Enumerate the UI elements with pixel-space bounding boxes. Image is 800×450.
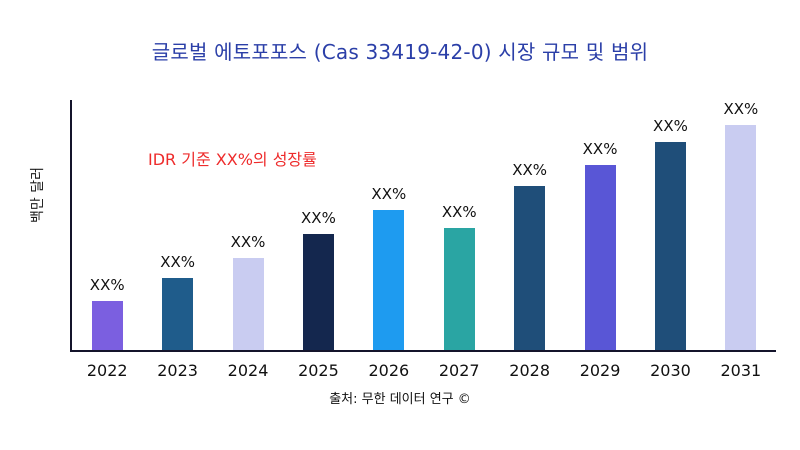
bar	[514, 186, 546, 350]
x-tick-label: 2024	[227, 361, 269, 380]
source-note: 출처: 무한 데이터 연구 ©	[329, 392, 471, 407]
bar	[162, 278, 194, 350]
x-tick-label: 2030	[650, 361, 691, 380]
growth-rate-annotation: IDR 기준 XX%의 성장률	[148, 150, 317, 169]
bar-group-2024: XX% 2024	[213, 100, 283, 380]
bar-group-2027: XX% 2027	[424, 100, 494, 380]
x-tick-label: 2023	[157, 361, 198, 380]
bars: XX% 2022 XX% 2023 XX% 2024 XX% 2025 XX% 2026 XX% 20…	[72, 100, 776, 380]
bar-group-2031: XX% 2031	[706, 100, 776, 380]
bar-value-label: XX%	[512, 161, 548, 179]
x-tick-label: 2022	[86, 361, 128, 380]
x-tick-label: 2026	[368, 361, 410, 380]
bar-value-label: XX%	[301, 209, 336, 227]
bar-value-label: XX%	[582, 140, 618, 158]
bar-group-2025: XX% 2025	[283, 100, 353, 380]
bar	[443, 228, 475, 350]
bar	[654, 142, 686, 350]
bar	[302, 234, 334, 350]
bar-group-2030: XX% 2030	[635, 100, 705, 380]
bar	[373, 210, 405, 350]
x-tick-label: 2025	[298, 361, 339, 380]
bar-value-label: XX%	[89, 276, 125, 294]
bar-value-label: XX%	[723, 100, 759, 118]
bar	[584, 165, 616, 350]
bar-value-label: XX%	[653, 117, 688, 135]
bar-group-2026: XX% 2026	[354, 100, 424, 380]
x-tick-label: 2031	[720, 361, 762, 380]
bar-group-2029: XX% 2029	[565, 100, 635, 380]
bar	[725, 125, 757, 350]
plot-area: XX% 2022 XX% 2023 XX% 2024 XX% 2025 XX% 2026 XX% 20…	[70, 100, 776, 380]
bar-value-label: XX%	[441, 203, 477, 221]
bar-group-2023: XX% 2023	[142, 100, 212, 380]
bar	[232, 258, 264, 350]
bar-group-2022: XX% 2022	[72, 100, 142, 380]
x-tick-label: 2027	[438, 361, 480, 380]
chart-title: 글로벌 에토포포스 (Cas 33419-42-0) 시장 규모 및 범위	[151, 40, 649, 64]
y-axis-label: 백만 달러	[30, 167, 46, 223]
x-tick-label: 2028	[509, 361, 550, 380]
x-tick-label: 2029	[579, 361, 621, 380]
bar	[91, 301, 123, 350]
bar-group-2028: XX% 2028	[494, 100, 564, 380]
bar-value-label: XX%	[230, 233, 266, 251]
bar-value-label: XX%	[160, 253, 196, 271]
bar-value-label: XX%	[371, 185, 407, 203]
